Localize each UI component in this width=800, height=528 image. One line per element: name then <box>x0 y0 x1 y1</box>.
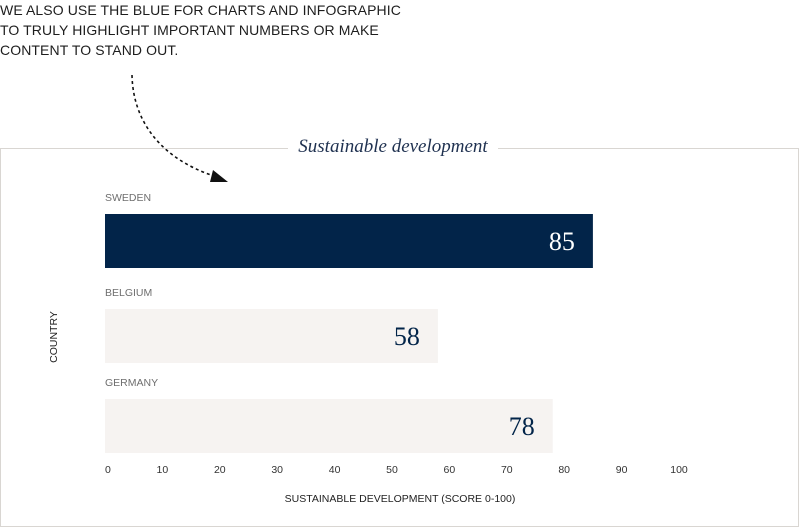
x-tick-label: 10 <box>157 464 169 476</box>
x-tick-label: 80 <box>558 464 570 476</box>
annotation-note: WE ALSO USE THE BLUE FOR CHARTS AND INFO… <box>0 2 401 58</box>
x-tick-label: 30 <box>271 464 283 476</box>
bar <box>105 214 593 268</box>
x-tick-label: 20 <box>214 464 226 476</box>
value-label: 78 <box>509 412 535 441</box>
category-label: GERMANY <box>105 377 158 389</box>
y-axis-title: COUNTRY <box>48 311 60 363</box>
x-tick-label: 60 <box>444 464 456 476</box>
x-tick-label: 90 <box>616 464 628 476</box>
x-tick-label: 100 <box>670 464 688 476</box>
category-label: BELGIUM <box>105 287 152 299</box>
bar <box>105 399 553 453</box>
category-label: SWEDEN <box>105 192 151 204</box>
x-tick-label: 70 <box>501 464 513 476</box>
bar <box>105 309 438 363</box>
dashed-arrow-icon <box>131 74 228 182</box>
x-tick-label: 50 <box>386 464 398 476</box>
x-axis-title: SUSTAINABLE DEVELOPMENT (SCORE 0-100) <box>285 493 516 505</box>
chart-title: Sustainable development <box>288 134 498 160</box>
x-tick-label: 0 <box>105 464 111 476</box>
value-label: 85 <box>549 227 575 256</box>
x-tick-label: 40 <box>329 464 341 476</box>
value-label: 58 <box>394 322 420 351</box>
